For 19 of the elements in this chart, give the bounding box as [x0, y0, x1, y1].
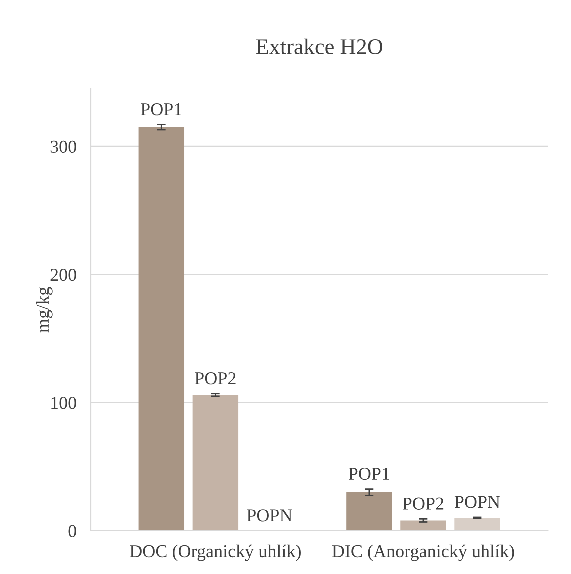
- chart-title: Extrakce H2O: [256, 38, 383, 54]
- y-axis-title: mg/kg: [36, 287, 53, 333]
- x-tick-label: DOC (Organický uhlík): [130, 544, 301, 562]
- y-tick-label: 300: [50, 140, 76, 154]
- y-tick-label: 100: [52, 397, 76, 410]
- series-label: POPN: [454, 496, 500, 508]
- x-tick-label: DIC (Anorganický uhlík): [332, 544, 514, 562]
- text: POPN: [247, 510, 292, 522]
- series-label: POP2: [195, 372, 236, 385]
- bar: [346, 492, 392, 531]
- y-tick-label: 200: [50, 268, 76, 282]
- bar: [138, 127, 185, 531]
- bar: [400, 520, 446, 531]
- bar: [454, 518, 500, 531]
- y-tick-label: 0: [68, 525, 76, 538]
- text: POP1: [348, 468, 390, 480]
- series-label: POP1: [141, 103, 182, 116]
- text: POP2: [402, 498, 444, 510]
- bar: [192, 395, 239, 531]
